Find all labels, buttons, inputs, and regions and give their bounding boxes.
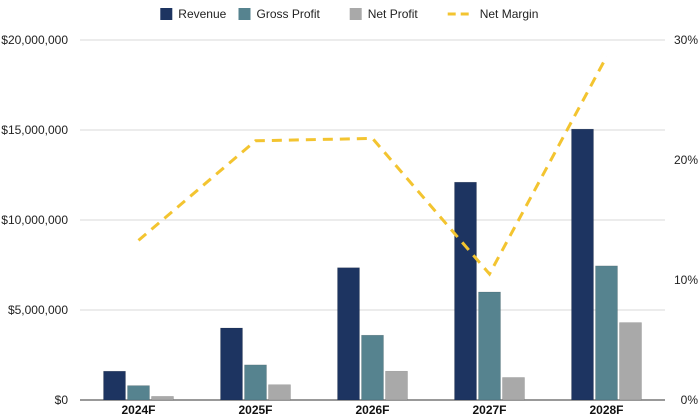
bar-revenue <box>103 370 126 401</box>
bar-gross-profit <box>361 334 384 401</box>
bar-revenue <box>337 267 360 401</box>
right-tick-label: 30% <box>674 33 698 47</box>
legend-swatch <box>160 8 173 20</box>
right-tick-label: 0% <box>681 393 699 407</box>
bar-gross-profit <box>127 385 150 401</box>
right-tick-label: 10% <box>674 273 698 287</box>
left-tick-label: $20,000,000 <box>1 33 68 47</box>
left-axis-ticks: $0 $5,000,000 $10,000,000 $15,000,000 $20,00… <box>1 33 68 407</box>
bar-revenue <box>220 327 243 401</box>
left-tick-label: $15,000,000 <box>1 123 68 137</box>
bar-net-profit <box>502 377 525 401</box>
line-net-margin <box>137 56 608 277</box>
category-label: 2025F <box>238 403 272 417</box>
right-tick-label: 20% <box>674 153 698 167</box>
category-label: 2028F <box>589 403 623 417</box>
legend-label: Gross Profit <box>257 7 321 21</box>
category-label: 2024F <box>121 403 155 417</box>
bar-net-profit <box>268 384 291 401</box>
legend-swatch <box>238 8 251 20</box>
legend: Revenue Gross Profit Net Profit Net Margin <box>160 7 538 21</box>
legend-swatch <box>349 8 362 20</box>
category-label: 2027F <box>472 403 506 417</box>
bar-gross-profit <box>478 291 501 401</box>
legend-label: Revenue <box>178 7 226 21</box>
bar-net-profit <box>151 396 174 401</box>
right-axis-ticks: 0% 10% 20% 30% <box>674 33 698 407</box>
category-labels: 2024F 2025F 2026F 2027F 2028F <box>121 403 623 417</box>
bars <box>103 128 642 401</box>
legend-label: Net Margin <box>480 7 539 21</box>
legend-label: Net Profit <box>368 7 419 21</box>
left-tick-label: $5,000,000 <box>8 303 68 317</box>
bar-gross-profit <box>595 265 618 401</box>
left-tick-label: $0 <box>55 393 69 407</box>
bar-gross-profit <box>244 364 267 401</box>
category-label: 2026F <box>355 403 389 417</box>
bar-revenue <box>571 128 594 401</box>
left-tick-label: $10,000,000 <box>1 213 68 227</box>
bar-net-profit <box>385 370 408 401</box>
bar-net-profit <box>619 322 642 401</box>
net-margin-line <box>137 56 608 277</box>
bar-revenue <box>454 181 477 401</box>
